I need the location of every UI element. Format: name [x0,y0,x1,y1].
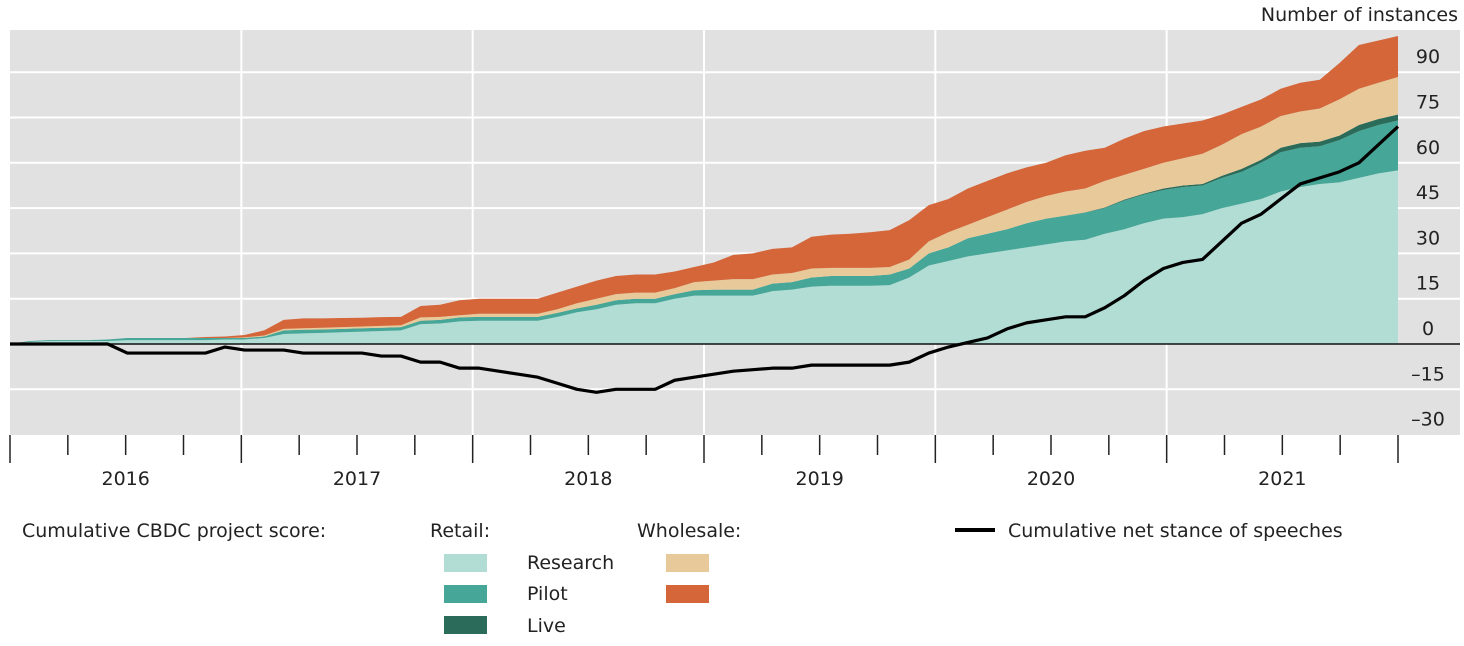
y-tick-label: 90 [1416,46,1440,68]
x-axis: 2016 2017 2018 2019 2020 2021 [9,435,1399,490]
y-axis-title: Number of instances [1261,4,1458,26]
legend: Cumulative CBDC project score: Retail: W… [22,520,1343,637]
legend-label-live: Live [527,615,566,637]
legend-swatch-retail-research [444,554,487,572]
area-retail-research [10,170,1398,344]
y-tick-label: 75 [1416,92,1440,114]
y-tick-label: –30 [1411,409,1445,431]
x-tick-label-year: 2021 [1258,468,1306,490]
y-tick-label: 45 [1416,182,1440,204]
y-tick-label: 60 [1416,137,1440,159]
legend-swatch-wholesale-pilot [666,585,709,603]
legend-wholesale-label: Wholesale: [637,520,741,542]
legend-label-research: Research [527,552,614,574]
y-tick-label: 30 [1416,227,1440,249]
x-tick-label-year: 2017 [333,468,381,490]
legend-label-speech-line: Cumulative net stance of speeches [1008,520,1343,542]
x-tick-label-year: 2016 [101,468,149,490]
x-tick-label-year: 2019 [795,468,843,490]
y-axis: 90 75 60 45 30 15 0 –15 –30 [1411,46,1445,430]
y-tick-label: 0 [1422,318,1434,340]
legend-retail-label: Retail: [430,520,490,542]
speech-line-layer [10,125,1400,394]
legend-title: Cumulative CBDC project score: [22,520,326,542]
legend-label-pilot: Pilot [527,583,568,605]
x-tick-label-year: 2020 [1027,468,1075,490]
stacked-areas [10,35,1398,345]
speech-stance-line [10,125,1400,394]
legend-swatch-wholesale-research [666,554,709,572]
y-tick-label: –15 [1411,363,1445,385]
x-tick-label-year: 2018 [564,468,612,490]
legend-swatch-retail-live [444,616,487,634]
y-tick-label: 15 [1416,273,1440,295]
legend-swatch-retail-pilot [444,585,487,603]
